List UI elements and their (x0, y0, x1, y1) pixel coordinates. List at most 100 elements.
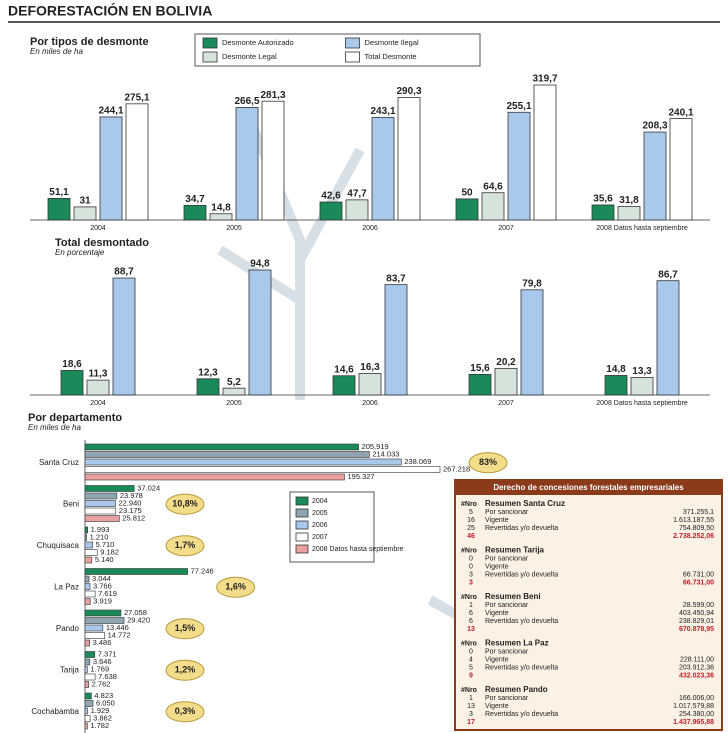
bar (482, 193, 504, 220)
value-label: 31,8 (619, 195, 639, 206)
section-cell: Revertidas y/o devuelta (485, 618, 558, 625)
value-label: 240,1 (668, 107, 693, 118)
infographic: DEFORESTACIÓN EN BOLIVIA Por tipos de de… (0, 0, 728, 733)
value-label: 290,3 (396, 86, 421, 97)
section-cell: 3 (469, 571, 473, 578)
section-cell: 1 (469, 602, 473, 609)
share-label: 10,8% (172, 499, 198, 509)
bar (534, 85, 556, 220)
section-cell: Revertidas y/o devuelta (485, 711, 558, 718)
bar (85, 501, 115, 507)
section-cell: Por sancionar (485, 602, 529, 609)
bar (85, 474, 344, 480)
section-cell: Por sancionar (485, 695, 529, 702)
value-label: 267.218 (443, 464, 470, 473)
value-label: 42,6 (321, 191, 341, 202)
value-label: 214.033 (372, 449, 399, 458)
bar (48, 198, 70, 220)
section-title: Resumen Pando (485, 685, 548, 694)
value-label: 275,1 (124, 92, 149, 103)
section-cell: 6 (469, 610, 473, 617)
bar (61, 370, 83, 395)
legend-label: Desmonte Ilegal (365, 38, 420, 47)
bar (184, 205, 206, 220)
bar (87, 380, 109, 395)
section-cell: 6 (469, 618, 473, 625)
bar (249, 270, 271, 395)
bar (85, 716, 90, 722)
bar (262, 101, 284, 220)
x-tick-label: 2004 (90, 225, 106, 232)
bar (85, 557, 92, 563)
chart-subtitle: En porcentaje (55, 248, 105, 257)
section-cell: 4 (469, 656, 473, 663)
bar (320, 202, 342, 220)
y-tick-label: Chuquisaca (37, 541, 80, 550)
section-cell: Vigente (485, 703, 509, 710)
value-label: 83,7 (386, 273, 406, 284)
value-label: 86,7 (658, 269, 678, 280)
section-cell: 13 (467, 703, 475, 710)
bar (456, 199, 478, 220)
share-label: 1,2% (175, 665, 196, 675)
y-tick-label: Santa Cruz (39, 458, 79, 467)
bar (85, 508, 116, 514)
value-label: 47,7 (347, 188, 367, 199)
x-tick-label: 2008 Datos hasta septiembre (596, 400, 688, 407)
bar (346, 200, 368, 220)
bar (631, 377, 653, 395)
value-label: 15,6 (470, 363, 490, 374)
section-cell: Por sancionar (485, 555, 529, 562)
section-cell: 28.599,00 (683, 602, 714, 609)
bar (85, 682, 89, 688)
section-cell: 0 (469, 648, 473, 655)
value-label: 243,1 (370, 106, 395, 117)
value-label: 195.327 (347, 472, 374, 481)
share-label: 83% (479, 457, 497, 467)
section-cell: Por sancionar (485, 648, 529, 655)
bar (657, 281, 679, 395)
bar (644, 132, 666, 220)
x-tick-label: 2005 (226, 225, 242, 232)
bar (210, 214, 232, 220)
bar (670, 119, 692, 220)
section-header: #Nro (461, 594, 477, 601)
value-label: 16,3 (360, 362, 380, 373)
legend-label: Desmonte Autorizado (222, 38, 294, 47)
section-cell: 238.829,01 (679, 618, 714, 625)
bar (85, 625, 103, 631)
section-cell: 25 (467, 525, 475, 532)
section-header: #Nro (461, 640, 477, 647)
section-cell: 1 (469, 695, 473, 702)
value-label: 238.069 (404, 457, 431, 466)
value-label: 3.486 (93, 638, 112, 647)
section-cell: 0 (469, 555, 473, 562)
bar (495, 368, 517, 395)
y-tick-label: Cochabamba (31, 707, 79, 716)
bar (85, 723, 87, 729)
value-label: 77.246 (191, 566, 214, 575)
bar (85, 599, 90, 605)
value-label: 14,8 (211, 202, 231, 213)
bar (85, 640, 90, 646)
value-label: 255,1 (506, 101, 531, 112)
bar (85, 667, 87, 673)
panel-title: Derecho de concesiones forestales empres… (493, 483, 684, 492)
section-header: #Nro (461, 687, 477, 694)
chart-title: Por tipos de desmonte (30, 36, 149, 48)
section-total-count: 46 (467, 533, 475, 540)
value-label: 208,3 (642, 121, 667, 132)
legend-label: 2006 (312, 522, 328, 529)
bar (385, 285, 407, 395)
x-tick-label: 2005 (226, 400, 242, 407)
section-title: Resumen Beni (485, 592, 541, 601)
bar (605, 375, 627, 395)
section-cell: Vigente (485, 610, 509, 617)
bar (469, 374, 491, 395)
value-label: 35,6 (593, 194, 613, 205)
section-total-amount: 1.437.965,88 (673, 719, 714, 726)
bar (85, 444, 359, 450)
bar (236, 107, 258, 220)
x-tick-label: 2006 (362, 400, 378, 407)
value-label: 266,5 (234, 96, 259, 107)
